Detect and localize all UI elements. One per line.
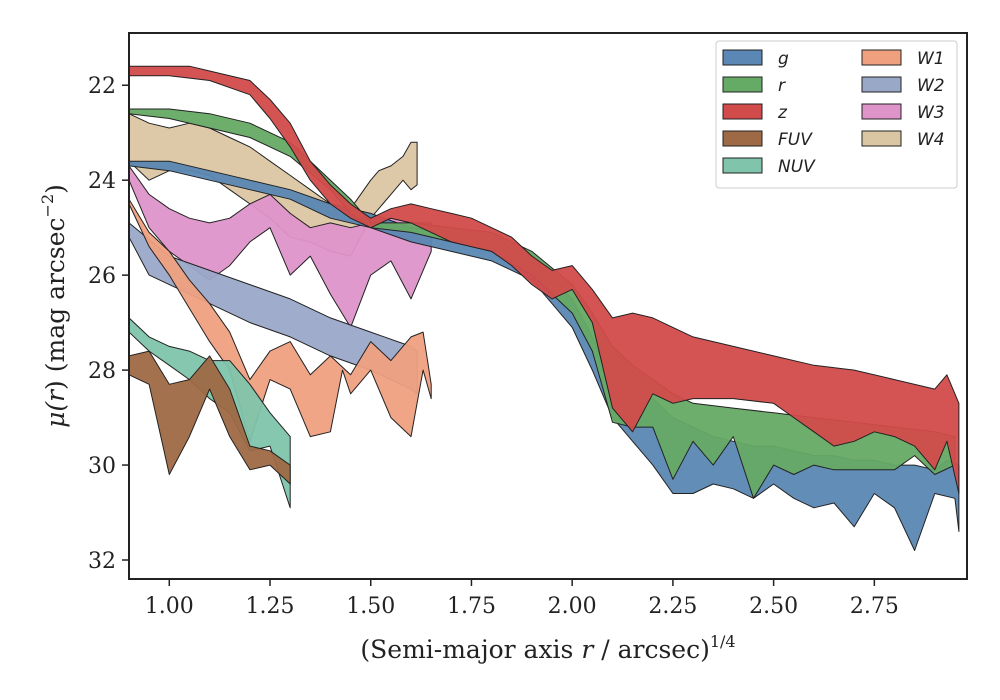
profile-bands	[129, 65, 960, 551]
band-fuv	[129, 350, 291, 485]
legend-swatch-w2	[861, 76, 902, 93]
legend-label-g: g	[778, 49, 789, 69]
legend-label-w3: W3	[917, 103, 945, 123]
y-tick-label: 22	[88, 74, 116, 99]
band-z	[129, 65, 960, 494]
x-tick-label: 2.50	[749, 594, 798, 619]
legend-swatch-w1	[861, 49, 902, 66]
legend-swatch-fuv	[722, 130, 763, 147]
legend-swatch-w3	[861, 103, 902, 120]
legend-label-w4: W4	[917, 130, 945, 150]
x-tick-label: 1.75	[447, 594, 496, 619]
x-axis-ticks: 1.00 1.25 1.50 1.75 2.00 2.25 2.50 2.75	[145, 579, 899, 619]
band-nuv	[129, 317, 291, 509]
y-tick-label: 24	[88, 169, 116, 194]
y-tick-label: 28	[88, 359, 116, 384]
legend-swatch-z	[722, 103, 763, 120]
y-tick-label: 26	[88, 264, 116, 289]
legend-swatch-nuv	[722, 157, 763, 174]
x-tick-label: 2.25	[648, 594, 697, 619]
legend-label-nuv: NUV	[778, 157, 816, 177]
x-axis-title: (Semi-major axis r / arcsec)1/4	[360, 632, 735, 664]
x-tick-label: 2.00	[548, 594, 597, 619]
y-tick-label: 32	[88, 549, 116, 574]
x-tick-label: 1.00	[145, 594, 194, 619]
x-tick-label: 1.50	[346, 594, 395, 619]
y-tick-label: 30	[88, 454, 116, 479]
legend-swatch-w4	[861, 130, 902, 147]
legend-label-r: r	[778, 76, 786, 96]
legend-label-z: z	[777, 103, 788, 123]
legend-label-fuv: FUV	[778, 130, 813, 150]
y-axis-title: μ(r) (mag arcsec−2)	[38, 184, 70, 428]
plot-frame	[128, 32, 968, 580]
legend-label-w1: W1	[917, 49, 945, 69]
x-tick-label: 1.25	[246, 594, 295, 619]
x-tick-label: 2.75	[850, 594, 899, 619]
legend-swatch-r	[722, 76, 763, 93]
legend-swatch-g	[722, 49, 763, 66]
y-axis-ticks: 22 24 26 28 30 32	[88, 74, 129, 574]
legend: grz FUV NUV W1 W2 W3 W4	[715, 40, 958, 189]
legend-label-w2: W2	[917, 76, 945, 96]
